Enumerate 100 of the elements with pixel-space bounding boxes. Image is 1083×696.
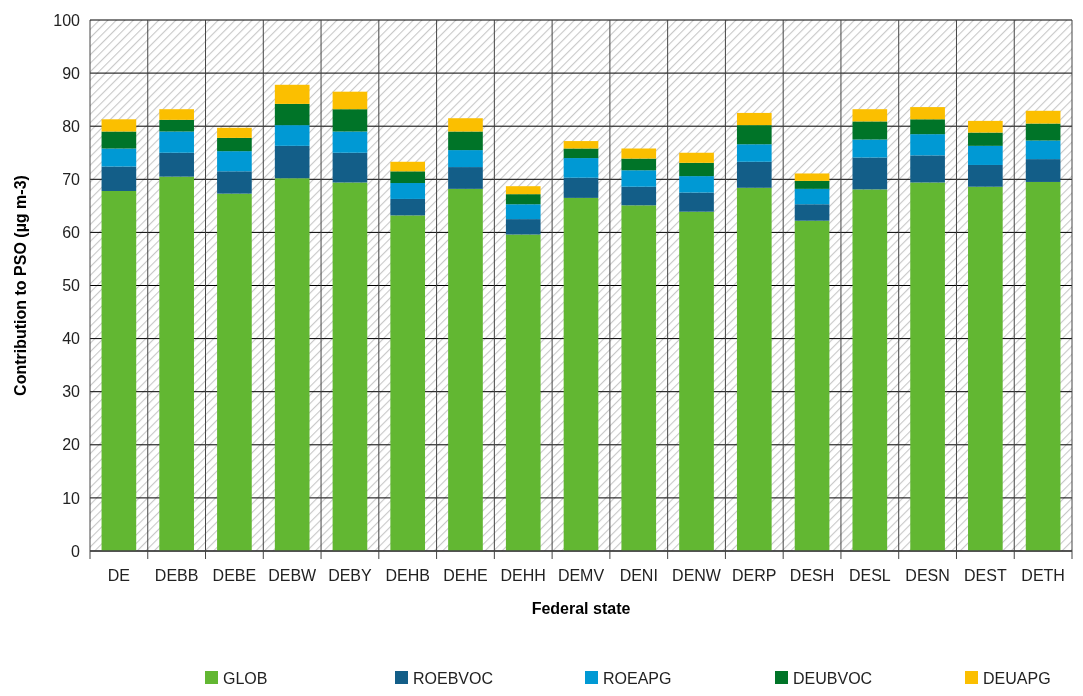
bar xyxy=(910,107,945,120)
y-tick-label: 80 xyxy=(62,117,81,135)
bar xyxy=(101,148,137,167)
bar xyxy=(852,109,888,122)
y-tick-label: 100 xyxy=(53,11,81,29)
x-tick-label: DENI xyxy=(619,567,658,584)
bar xyxy=(852,189,888,551)
x-tick-label: DESN xyxy=(905,567,950,584)
bar xyxy=(505,234,541,551)
x-tick-label: DEMV xyxy=(557,567,605,584)
bar xyxy=(101,166,137,191)
bar xyxy=(332,131,368,153)
bar xyxy=(621,205,657,551)
bar xyxy=(274,103,310,126)
bar xyxy=(159,176,194,551)
bar xyxy=(679,162,714,177)
x-tick-label: DENW xyxy=(672,567,722,584)
bar xyxy=(217,171,252,194)
x-tick-label: DEHB xyxy=(385,567,430,584)
bar xyxy=(101,131,137,149)
y-tick-label: 20 xyxy=(62,436,81,454)
y-tick-label: 50 xyxy=(62,277,81,295)
x-tick-label: DEBB xyxy=(154,567,199,584)
legend-label: DEUAPG xyxy=(983,670,1051,687)
bar xyxy=(736,125,772,145)
bar xyxy=(794,180,830,189)
x-tick-label: DETH xyxy=(1021,567,1065,584)
bar xyxy=(679,211,714,551)
bar xyxy=(968,145,1003,165)
bar xyxy=(852,121,888,140)
bar xyxy=(1025,140,1061,160)
bar xyxy=(968,186,1003,551)
bar xyxy=(968,164,1003,187)
bar xyxy=(563,148,599,159)
legend-label: DEUBVOC xyxy=(793,670,873,687)
bar xyxy=(563,141,599,149)
x-tick-label: DEBE xyxy=(212,567,257,584)
bar xyxy=(390,215,426,551)
bar xyxy=(563,158,599,178)
y-tick-label: 0 xyxy=(71,542,81,560)
bar xyxy=(448,188,483,551)
bar xyxy=(390,183,426,199)
bar xyxy=(332,109,368,132)
bar xyxy=(852,157,888,190)
bar xyxy=(448,118,483,132)
legend-label: ROEBVOC xyxy=(413,670,494,687)
bar xyxy=(910,155,945,183)
bar xyxy=(563,197,599,551)
y-tick-label: 30 xyxy=(62,383,81,401)
bar xyxy=(217,193,252,551)
bar xyxy=(274,84,310,104)
x-tick-label: DERP xyxy=(732,567,777,584)
legend-label: ROEAPG xyxy=(603,670,672,687)
y-tick-label: 40 xyxy=(62,330,81,348)
x-tick-label: DEST xyxy=(964,567,1007,584)
x-tick-label: DEBW xyxy=(268,567,318,584)
bar xyxy=(736,187,772,551)
bar xyxy=(679,192,714,212)
bar xyxy=(505,186,541,195)
bar xyxy=(736,161,772,188)
bar xyxy=(794,204,830,221)
bar xyxy=(852,139,888,158)
bar xyxy=(390,161,426,172)
x-tick-label: DE xyxy=(107,567,130,584)
legend-label: GLOB xyxy=(223,670,268,687)
bar xyxy=(159,119,194,132)
bar xyxy=(505,204,541,220)
bar xyxy=(101,190,137,551)
bar xyxy=(1025,123,1061,141)
y-axis-title: Contribution to PSO (µg m-3) xyxy=(12,175,29,396)
bar xyxy=(1025,181,1061,551)
bar xyxy=(159,131,194,153)
x-tick-label: DESH xyxy=(789,567,835,584)
bar xyxy=(563,177,599,198)
bar xyxy=(505,194,541,205)
bar xyxy=(448,167,483,189)
bar xyxy=(505,219,541,235)
x-tick-label: DEHE xyxy=(443,567,488,584)
y-tick-label: 90 xyxy=(62,64,81,82)
bar xyxy=(910,134,945,156)
bar xyxy=(448,150,483,168)
y-tick-label: 60 xyxy=(62,224,81,241)
bar xyxy=(274,145,310,179)
bar xyxy=(448,131,483,151)
bar xyxy=(794,220,830,551)
bar xyxy=(332,182,368,551)
bar xyxy=(274,178,310,551)
bar xyxy=(332,152,368,183)
bar xyxy=(274,125,310,146)
bar xyxy=(621,186,657,206)
x-tick-label: DEBY xyxy=(328,567,373,584)
bar xyxy=(910,182,945,551)
bar xyxy=(159,109,194,120)
y-tick-label: 10 xyxy=(62,489,81,507)
bar xyxy=(101,119,137,132)
bar xyxy=(621,170,657,187)
bar xyxy=(679,176,714,193)
bar xyxy=(794,188,830,205)
bar xyxy=(910,119,945,135)
bar xyxy=(968,120,1003,133)
